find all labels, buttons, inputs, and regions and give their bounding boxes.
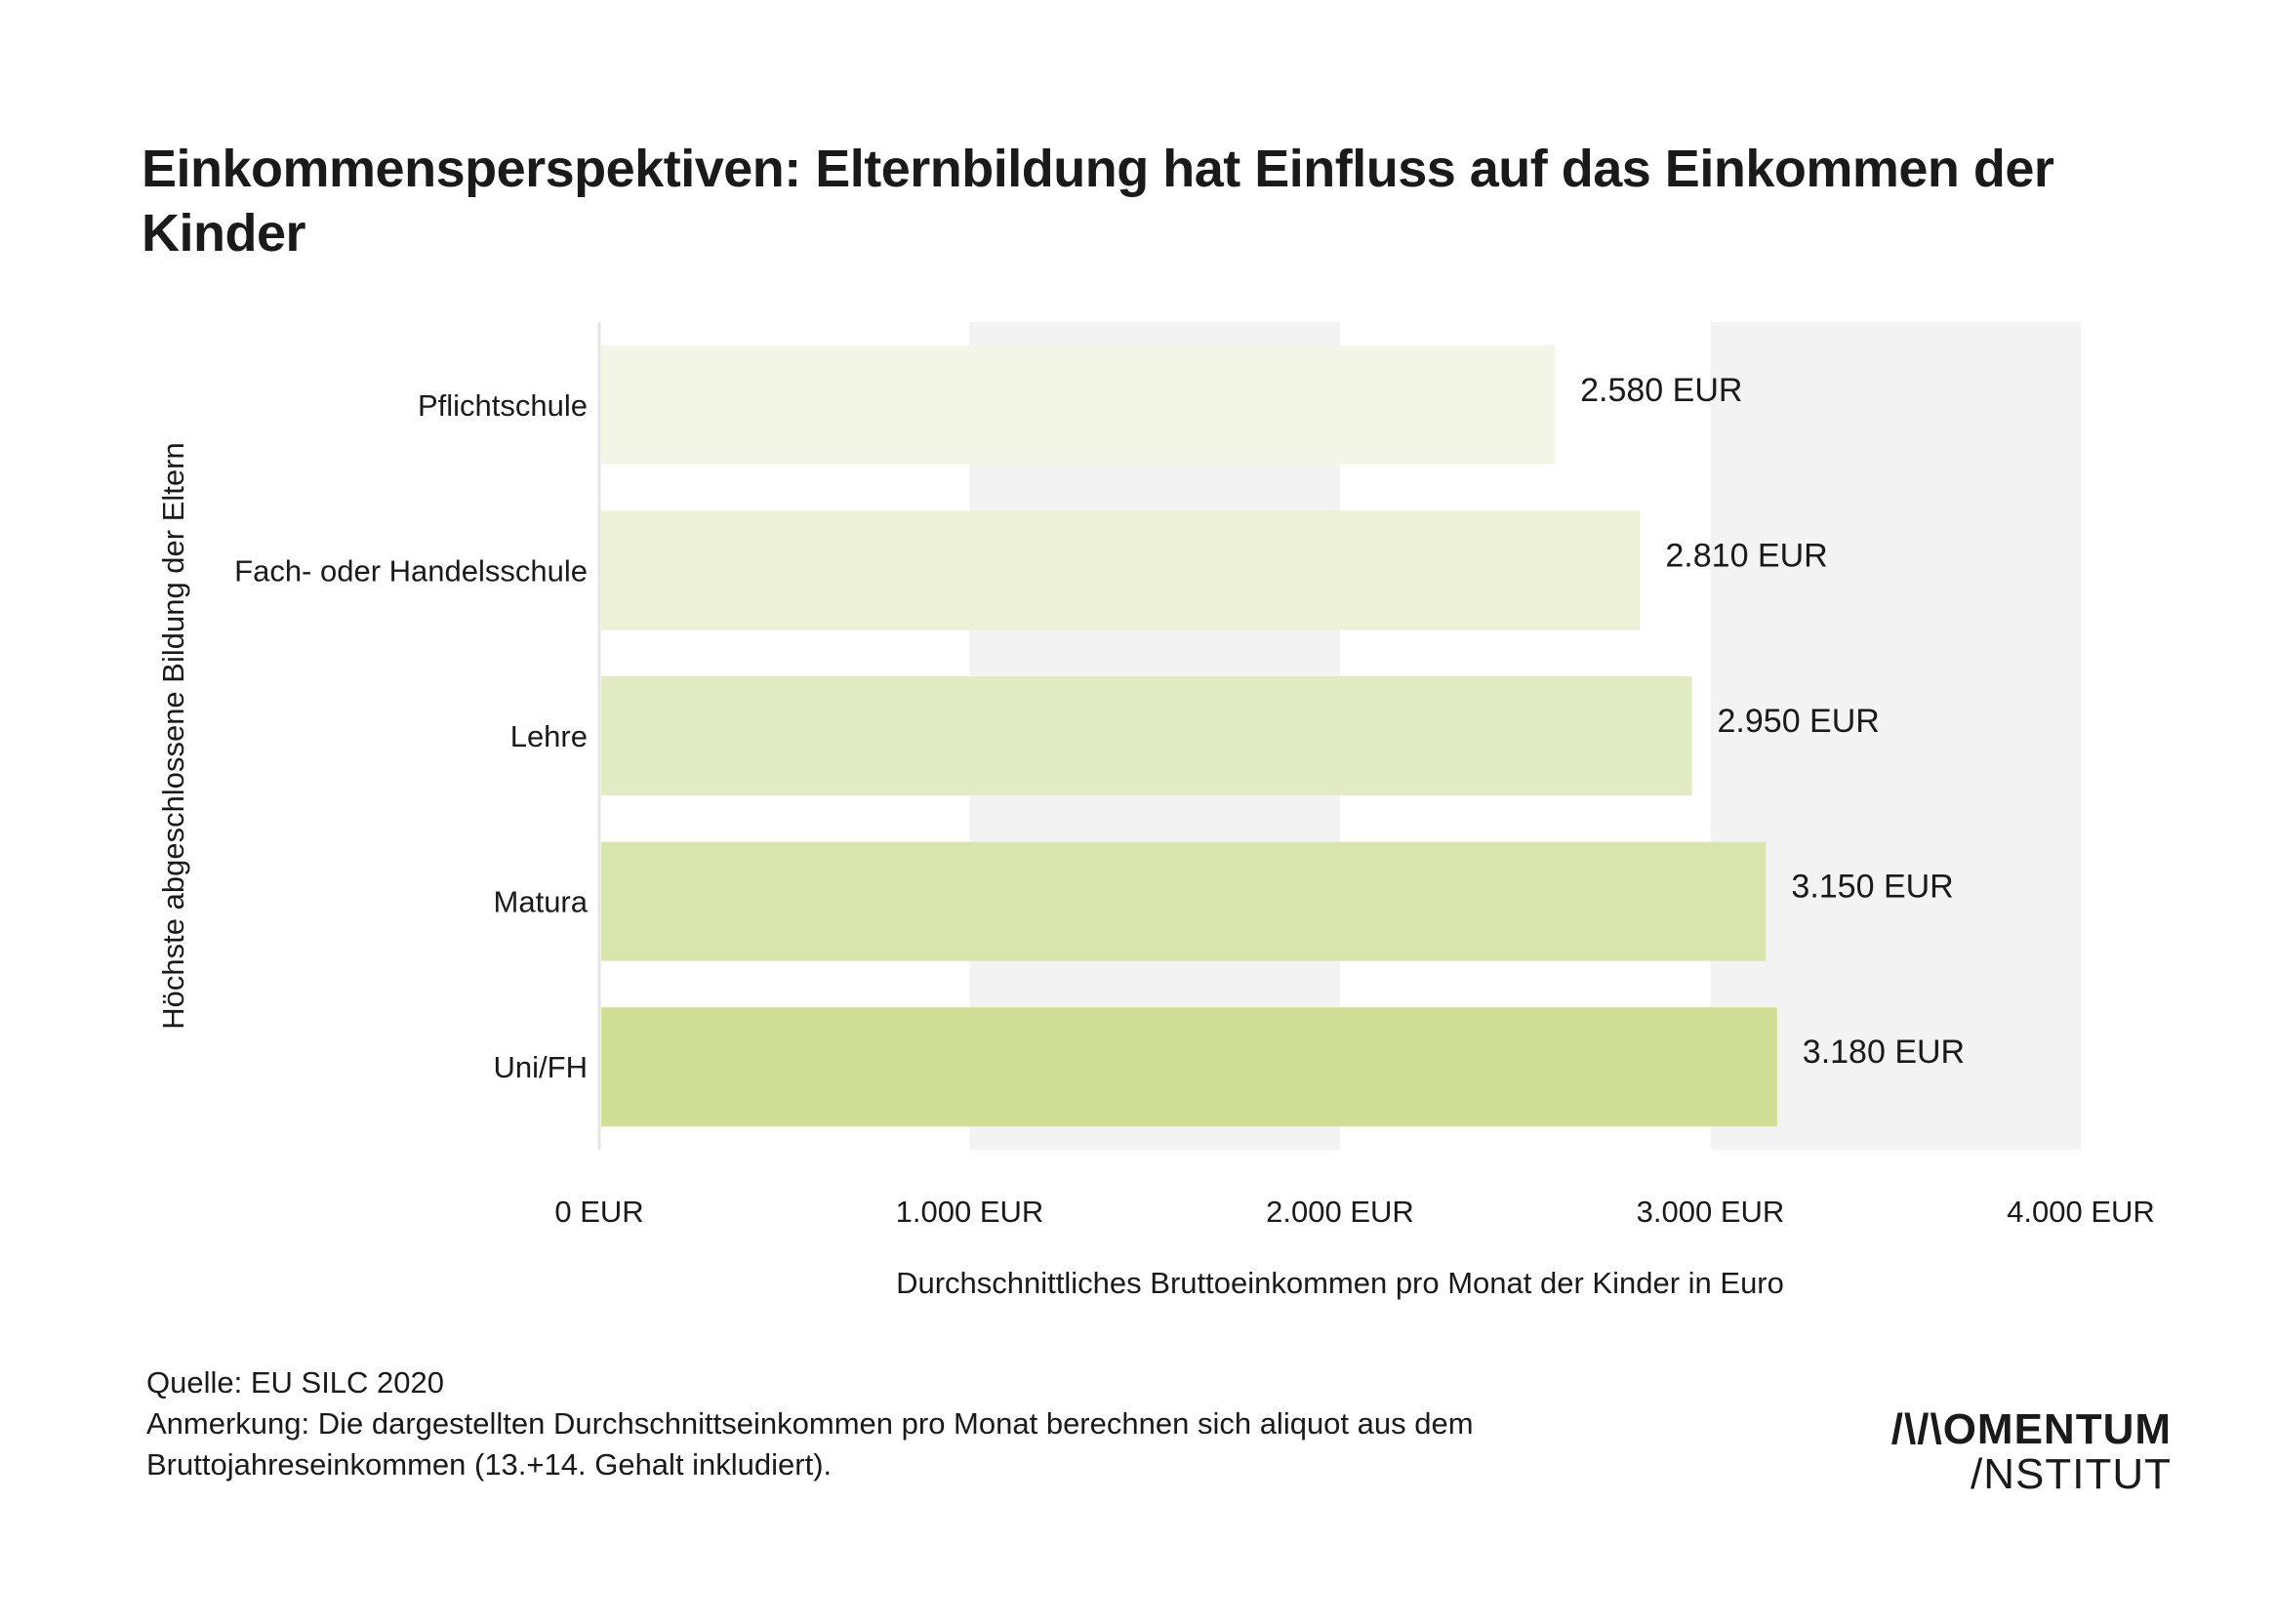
category-label: Lehre	[510, 719, 588, 753]
bar	[601, 841, 1767, 961]
chart-title: Einkommensperspektiven: Elternbildung ha…	[142, 140, 2054, 263]
value-label: 3.180 EUR	[1803, 1034, 1965, 1071]
logo-line-1: /\/\OMENTUM	[1890, 1405, 2172, 1453]
value-label: 2.580 EUR	[1580, 372, 1742, 409]
value-label: 2.810 EUR	[1665, 537, 1827, 574]
x-tick-label: 3.000 EUR	[1637, 1195, 1785, 1229]
x-tick-labels: 0 EUR 1.000 EUR 2.000 EUR 3.000 EUR 4.000 EU…	[554, 1195, 2154, 1229]
category-labels: Pflichtschule Fach- oder Handelsschule Leh…	[234, 388, 589, 1084]
bar	[601, 510, 1641, 630]
value-label: 3.150 EUR	[1791, 869, 1953, 906]
x-axis-label: Durchschnittliches Bruttoeinkommen pro M…	[896, 1266, 1784, 1300]
category-label: Matura	[494, 885, 589, 919]
category-label: Uni/FH	[494, 1050, 588, 1084]
x-tick-label: 0 EUR	[554, 1195, 643, 1229]
category-label: Pflichtschule	[418, 388, 588, 423]
momentum-institut-logo: /\/\OMENTUM /NSTITUT	[1859, 1407, 2172, 1497]
note-text-line-2: Bruttojahreseinkommen (13.+14. Gehalt in…	[146, 1447, 833, 1482]
x-tick-label: 1.000 EUR	[896, 1195, 1044, 1229]
logo-line-2: /NSTITUT	[1971, 1450, 2172, 1498]
category-label: Fach- oder Handelsschule	[234, 553, 588, 588]
footnote: Quelle: EU SILC 2020 Anmerkung: Die darg…	[146, 1362, 1610, 1485]
note-text-line-1: Anmerkung: Die dargestellten Durchschnit…	[146, 1406, 1474, 1441]
bar	[601, 1007, 1777, 1127]
bar	[601, 676, 1692, 795]
bars	[601, 345, 1777, 1127]
x-tick-label: 4.000 EUR	[2007, 1195, 2155, 1229]
source-text: Quelle: EU SILC 2020	[146, 1365, 445, 1400]
y-axis-label: Höchste abgeschlossene Bildung der Elter…	[156, 442, 190, 1029]
value-label: 2.950 EUR	[1718, 703, 1880, 740]
x-tick-label: 2.000 EUR	[1266, 1195, 1414, 1229]
bar	[601, 345, 1556, 465]
value-labels: 2.580 EUR 2.810 EUR 2.950 EUR 3.150 EUR 3.18…	[1580, 372, 1965, 1071]
